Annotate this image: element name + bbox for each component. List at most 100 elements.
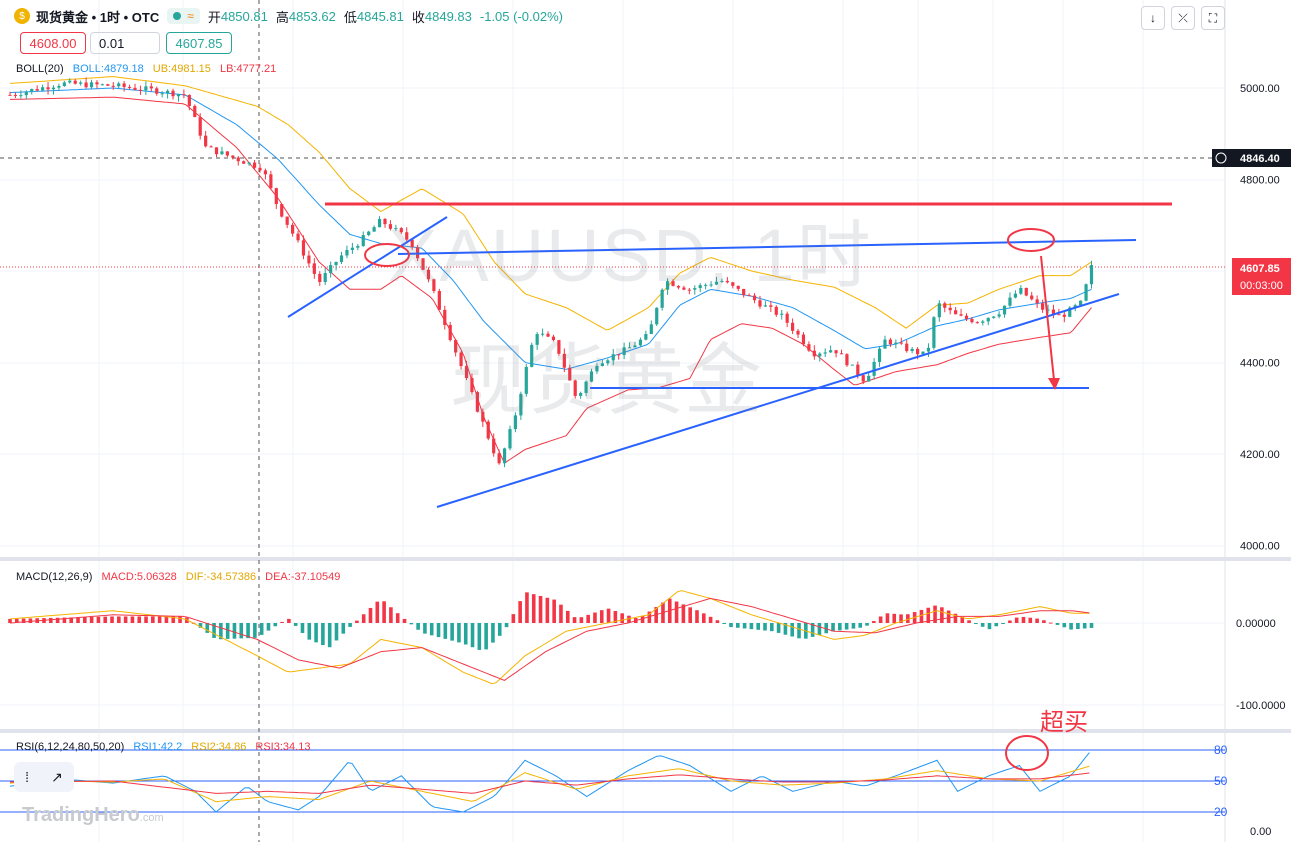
candle-body: [41, 87, 45, 91]
macd-hist-bar: [695, 610, 699, 623]
macd-hist-bar: [137, 616, 142, 623]
macd-hist-bar: [389, 607, 393, 623]
candle-body: [437, 291, 441, 310]
candle-body: [410, 239, 414, 248]
candle-body: [1062, 314, 1066, 317]
macd-hist-bar: [1042, 620, 1046, 623]
macd-hist-bar: [171, 616, 176, 623]
fullscreen-button[interactable]: ⛶: [1201, 6, 1225, 30]
macd-hist-bar: [872, 621, 876, 623]
macd-hist-bar: [511, 614, 516, 623]
macd-hist-bar: [314, 623, 318, 643]
collapse-button[interactable]: ⤫: [1171, 6, 1195, 30]
name-watermark: 现货黄金: [450, 336, 763, 424]
macd-hist-bar: [613, 610, 618, 623]
candle-body: [617, 354, 621, 356]
candle-body: [807, 344, 811, 351]
macd-hist-bar: [327, 623, 332, 648]
candle-body: [769, 305, 773, 307]
symbol-title[interactable]: 现货黄金 • 1时 • OTC: [36, 9, 160, 25]
candle-body: [481, 411, 485, 422]
macd-hist-bar: [436, 623, 441, 638]
macd-dif: DIF:-34.57386: [185, 571, 257, 583]
candle-body: [448, 324, 452, 341]
candle-body: [568, 367, 572, 381]
macd-hist-bar: [729, 623, 733, 628]
early-trend-line: [287, 216, 448, 318]
draw-tool-icon[interactable]: ↗: [51, 768, 63, 785]
macd-hist-bar: [375, 601, 380, 623]
macd-hist-bar: [586, 614, 590, 623]
macd-hist-bar: [76, 617, 80, 623]
macd-hist-bar: [715, 620, 720, 623]
macd-hist-bar: [477, 623, 482, 650]
candle-body: [1084, 284, 1088, 301]
candle-body: [622, 347, 626, 356]
macd-hist-bar: [885, 613, 890, 623]
down-arrow-button[interactable]: ↓: [1141, 6, 1165, 30]
candle-body: [970, 318, 974, 323]
candle-body: [1013, 293, 1018, 298]
macd-legend[interactable]: MACD(12,26,9) MACD:5.06328 DIF:-34.57386…: [16, 571, 346, 583]
candle-body: [492, 438, 496, 454]
candle-body: [149, 86, 153, 89]
candle-body: [801, 334, 806, 345]
candle-body: [187, 94, 191, 106]
candle-body: [329, 265, 333, 274]
candle-body: [905, 343, 909, 352]
change-value: -1.05 (-0.02%): [479, 8, 563, 24]
macd-hist-bar: [151, 616, 155, 623]
candle-body: [1046, 309, 1050, 311]
macd-hist-bar: [708, 616, 713, 623]
macd-hist-bar: [844, 623, 849, 630]
rsi-legend[interactable]: RSI(6,12,24,80,50,20) RSI1:42.2 RSI2:34.…: [16, 741, 316, 753]
candle-body: [660, 289, 664, 308]
market-status-badge[interactable]: ≈: [167, 8, 200, 24]
candle-body: [780, 313, 784, 315]
candle-body: [356, 245, 360, 248]
candle-body: [231, 155, 235, 158]
candle-body: [540, 333, 545, 335]
drawing-toolbox[interactable]: ⁞ ↗: [14, 762, 74, 792]
macd-hist-bar: [831, 623, 835, 632]
candle-body: [454, 340, 458, 353]
macd-hist-bar: [688, 607, 692, 623]
candle-body: [100, 84, 104, 86]
candle-body: [46, 87, 50, 90]
macd-hist-bar: [763, 623, 767, 631]
candle-body: [579, 392, 583, 396]
rising-trend-line: [436, 293, 1120, 508]
macd-hist-bar: [491, 623, 495, 643]
macd-hist-bar: [293, 623, 298, 626]
candle-body: [932, 317, 936, 348]
candle-body: [198, 117, 202, 136]
sell-button[interactable]: 4608.00: [20, 32, 86, 54]
macd-hist-bar: [756, 623, 761, 630]
candle-body: [736, 285, 740, 289]
target-circle: [1007, 228, 1055, 252]
macd-dif-line: [9, 590, 1090, 685]
candle-body: [111, 85, 115, 87]
quantity-input[interactable]: 0.01: [90, 32, 160, 54]
indicator-lines: [9, 76, 1092, 813]
candle-body: [13, 94, 18, 96]
macd-hist-bar: [341, 623, 346, 634]
macd-hist-bar: [307, 623, 312, 640]
boll-mid: BOLL:4879.18: [72, 63, 144, 75]
candle-body: [225, 151, 229, 156]
rsi2-line: [9, 765, 1090, 803]
candle-body: [595, 365, 599, 372]
candle-body: [519, 393, 523, 416]
candle-body: [84, 82, 88, 88]
candle-body: [464, 366, 469, 379]
macd-hist-bar: [1082, 623, 1087, 629]
candle-body: [285, 216, 289, 225]
boll-legend[interactable]: BOLL(20) BOLL:4879.18 UB:4981.15 LB:4777…: [16, 63, 282, 75]
candle-body: [171, 90, 175, 97]
macd-hist-bar: [178, 616, 182, 623]
drag-handle-icon[interactable]: ⁞: [25, 769, 29, 785]
macd-hist-bar: [144, 616, 148, 623]
candle-body: [1057, 314, 1061, 316]
buy-button[interactable]: 4607.85: [166, 32, 232, 54]
